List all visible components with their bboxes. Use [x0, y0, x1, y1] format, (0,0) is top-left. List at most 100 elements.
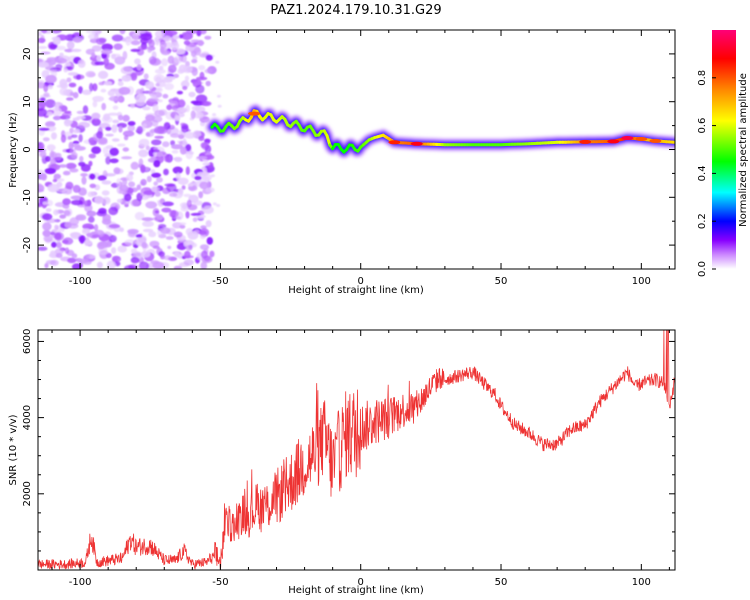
- noise-blob: [198, 230, 207, 235]
- noise-blob: [85, 254, 90, 259]
- peak-hotspot: [607, 139, 620, 144]
- noise-blob: [172, 166, 183, 174]
- noise-blob: [167, 55, 175, 64]
- noise-blob: [55, 45, 66, 51]
- colorbar-tick-label: 0.8: [697, 70, 708, 86]
- noise-blob: [199, 244, 210, 251]
- noise-blob: [143, 73, 149, 80]
- noise-blob: [91, 45, 102, 52]
- noise-blob: [96, 261, 103, 269]
- noise-blob: [172, 216, 182, 220]
- noise-blob: [155, 87, 163, 93]
- noise-blob: [46, 144, 56, 151]
- noise-blob: [117, 245, 127, 253]
- noise-blob: [69, 168, 79, 173]
- noise-blob: [67, 135, 72, 140]
- noise-blob: [145, 131, 154, 137]
- noise-blob: [186, 199, 192, 208]
- noise-blob: [60, 82, 69, 89]
- noise-blob: [172, 35, 180, 40]
- noise-blob: [180, 122, 186, 126]
- noise-blob: [136, 64, 142, 71]
- noise-blob: [56, 242, 62, 249]
- noise-blob: [155, 76, 162, 83]
- noise-blob: [170, 140, 176, 146]
- noise-blob: [71, 199, 83, 206]
- noise-blob: [49, 43, 58, 50]
- noise-blob: [209, 250, 215, 258]
- noise-blob: [63, 210, 71, 216]
- noise-blob: [76, 74, 81, 80]
- noise-blob: [53, 209, 59, 216]
- noise-blob: [88, 153, 97, 159]
- noise-blob: [165, 236, 174, 240]
- noise-blob: [171, 144, 184, 150]
- noise-blob: [92, 83, 98, 92]
- noise-blob: [140, 164, 146, 174]
- noise-blob: [38, 108, 48, 117]
- noise-blob: [112, 119, 120, 124]
- noise-blob: [141, 242, 148, 249]
- noise-blob: [181, 185, 186, 190]
- noise-blob: [52, 179, 58, 183]
- noise-blob: [38, 61, 49, 68]
- noise-blob: [204, 35, 212, 40]
- x-tick-label: 0: [358, 577, 364, 588]
- noise-blob: [40, 97, 46, 102]
- x-tick-label: -100: [69, 577, 92, 588]
- y-tick-label: -20: [22, 237, 33, 253]
- noise-blob: [47, 84, 54, 90]
- y-tick-label: 20: [22, 48, 33, 61]
- noise-blob: [154, 191, 161, 197]
- noise-blob: [180, 80, 190, 89]
- noise-blob: [147, 46, 153, 53]
- colorbar-tick-label: 0.2: [697, 213, 708, 229]
- noise-blob: [100, 88, 107, 93]
- noise-blob: [151, 186, 158, 193]
- noise-blob: [205, 54, 213, 61]
- noise-blob: [94, 195, 104, 205]
- noise-blob: [111, 255, 122, 263]
- noise-blob: [147, 97, 160, 102]
- noise-blob: [131, 248, 138, 254]
- noise-blob: [95, 37, 106, 45]
- noise-blob: [152, 207, 160, 217]
- noise-blob: [162, 201, 174, 207]
- noise-blob: [80, 173, 88, 177]
- snr-frame: [37, 329, 676, 571]
- noise-blob: [121, 156, 133, 160]
- noise-blob: [136, 125, 144, 135]
- y-tick-label: 0: [22, 146, 33, 152]
- noise-blob: [202, 205, 214, 214]
- noise-blob: [78, 235, 86, 243]
- noise-blob: [184, 75, 190, 82]
- noise-blob: [111, 34, 124, 42]
- noise-blob: [154, 110, 165, 117]
- noise-blob: [72, 36, 83, 43]
- noise-blob: [89, 183, 97, 189]
- noise-blob: [108, 224, 121, 229]
- noise-blob: [44, 263, 49, 269]
- noise-blob: [136, 192, 143, 202]
- noise-blob: [89, 82, 94, 92]
- noise-blob: [85, 30, 98, 34]
- noise-blob: [72, 129, 80, 134]
- noise-blob: [76, 110, 85, 115]
- colorbar-gradient: [712, 30, 736, 269]
- noise-blob: [138, 138, 150, 147]
- noise-blob: [51, 107, 62, 117]
- noise-blob: [72, 92, 79, 99]
- noise-blob: [148, 231, 157, 238]
- noise-blob: [45, 99, 56, 109]
- noise-blob: [151, 115, 163, 123]
- noise-blob: [160, 30, 171, 34]
- noise-blob: [118, 126, 123, 133]
- noise-blob: [87, 191, 95, 198]
- noise-blob: [70, 195, 83, 200]
- noise-blob: [78, 86, 83, 94]
- colorbar-ticks: 0.0 0.2 0.4 0.6 0.8: [697, 70, 716, 277]
- noise-blob: [149, 240, 160, 248]
- noise-blob: [47, 183, 60, 193]
- noise-blob: [190, 100, 200, 104]
